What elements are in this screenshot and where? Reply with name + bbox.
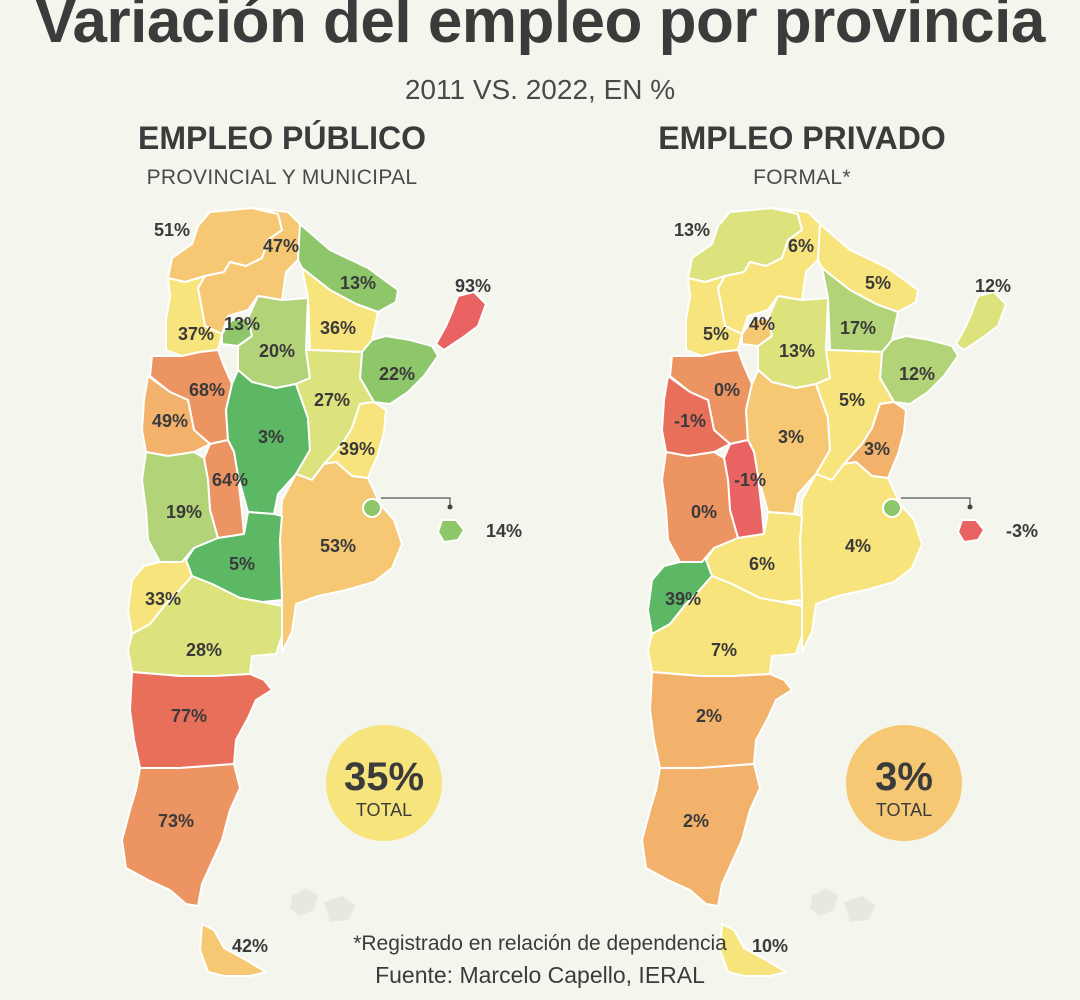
label-chubut: 77% — [171, 706, 207, 726]
label-formosa: 13% — [340, 273, 376, 293]
label-neuquen: 33% — [145, 589, 181, 609]
region-buenosaires — [799, 461, 923, 653]
label-mendoza: 0% — [691, 502, 717, 522]
label-santiago: 20% — [259, 341, 295, 361]
total-value: 3% — [875, 755, 933, 799]
label-chaco: 17% — [840, 318, 876, 338]
private-panel-subtitle: FORMAL* — [753, 166, 851, 189]
label-jujuy: 51% — [154, 220, 190, 240]
label-sanjuan: 49% — [152, 411, 188, 431]
public-employment-map: 51% 47% 13% 93% 37% 13% 20% 36% 22% 68%49% 3% 27% 39… — [121, 207, 522, 977]
total-value: 35% — [344, 755, 424, 799]
region-chubut — [649, 671, 793, 769]
label-sanluis: 64% — [212, 470, 248, 490]
label-sanjuan: -1% — [674, 411, 706, 431]
label-entrerios: 39% — [339, 439, 375, 459]
region-caba — [957, 519, 985, 543]
label-chaco: 36% — [320, 318, 356, 338]
labels-layer: 51% 47% 13% 93% 37% 13% 20% 36% 22% 68%49% 3% 27% 39… — [145, 220, 522, 956]
total-label: TOTAL — [356, 800, 412, 820]
region-tierradelfuego — [719, 923, 787, 977]
label-mendoza: 19% — [166, 502, 202, 522]
total-circle — [326, 725, 442, 841]
total-badge: 3%TOTAL — [846, 725, 962, 841]
label-catamarca: 5% — [703, 324, 729, 344]
label-caba: 14% — [486, 521, 522, 541]
islands-silhouette — [810, 888, 876, 922]
label-corrientes: 12% — [899, 364, 935, 384]
region-caba — [437, 519, 465, 543]
label-salta: 47% — [263, 236, 299, 256]
footnote: *Registrado en relación de dependencia — [353, 932, 727, 955]
source-credit: Fuente: Marcelo Capello, IERAL — [375, 962, 705, 988]
page-subtitle: 2011 VS. 2022, EN % — [404, 74, 676, 105]
labels-layer: 13%6%5% 12%5% 4%13%17%12%0%-1%3%5%3%-1%0%-… — [665, 220, 1038, 956]
label-larioja: 0% — [714, 380, 740, 400]
caba-locator-dot — [362, 498, 382, 518]
total-circle — [846, 725, 962, 841]
islands-silhouette — [290, 888, 356, 922]
label-tucuman: 4% — [749, 314, 775, 334]
total-badge: 35%TOTAL — [326, 725, 442, 841]
label-tucuman: 13% — [224, 314, 260, 334]
public-panel-title: EMPLEO PÚBLICO — [137, 120, 426, 156]
label-lapampa: 6% — [749, 554, 775, 574]
region-cordoba — [225, 369, 311, 515]
regions-layer — [641, 207, 1007, 977]
label-entrerios: 3% — [864, 439, 890, 459]
caba-connector-tip — [967, 504, 973, 510]
private-panel-title: EMPLEO PRIVADO — [658, 120, 946, 156]
caba-locator-dot — [882, 498, 902, 518]
region-santacruz — [641, 763, 761, 907]
label-santafe: 5% — [839, 390, 865, 410]
label-santacruz: 2% — [683, 811, 709, 831]
label-lapampa: 5% — [229, 554, 255, 574]
label-salta: 6% — [788, 236, 814, 256]
total-label: TOTAL — [876, 800, 932, 820]
region-buenosaires — [279, 461, 403, 653]
region-cordoba — [745, 369, 831, 515]
label-cordoba: 3% — [778, 427, 804, 447]
label-buenosaires: 4% — [845, 536, 871, 556]
label-santafe: 27% — [314, 390, 350, 410]
label-larioja: 68% — [189, 380, 225, 400]
label-jujuy: 13% — [674, 220, 710, 240]
label-santiago: 13% — [779, 341, 815, 361]
caba-connector-tip — [447, 504, 453, 510]
public-panel-subtitle: PROVINCIAL Y MUNICIPAL — [146, 166, 418, 189]
region-misiones — [955, 291, 1007, 351]
label-rionegro: 7% — [711, 640, 737, 660]
label-corrientes: 22% — [379, 364, 415, 384]
region-misiones — [435, 291, 487, 351]
label-caba: -3% — [1006, 521, 1038, 541]
label-formosa: 5% — [865, 273, 891, 293]
label-tierradelfuego: 42% — [232, 936, 268, 956]
label-misiones: 93% — [455, 276, 491, 296]
label-rionegro: 28% — [186, 640, 222, 660]
private-employment-map: 13%6%5% 12%5% 4%13%17%12%0%-1%3%5%3%-1%0%-… — [641, 207, 1038, 977]
region-santacruz — [121, 763, 241, 907]
label-neuquen: 39% — [665, 589, 701, 609]
label-catamarca: 37% — [178, 324, 214, 344]
label-cordoba: 3% — [258, 427, 284, 447]
region-chubut — [129, 671, 273, 769]
caba-connector-line — [381, 497, 451, 506]
label-chubut: 2% — [696, 706, 722, 726]
label-misiones: 12% — [975, 276, 1011, 296]
caba-connector-line — [901, 497, 971, 506]
label-buenosaires: 53% — [320, 536, 356, 556]
regions-layer — [121, 207, 487, 977]
label-tierradelfuego: 10% — [752, 936, 788, 956]
label-sanluis: -1% — [734, 470, 766, 490]
label-santacruz: 73% — [158, 811, 194, 831]
page-title: Variación del empleo por provincia — [35, 0, 1045, 56]
region-tierradelfuego — [199, 923, 267, 977]
